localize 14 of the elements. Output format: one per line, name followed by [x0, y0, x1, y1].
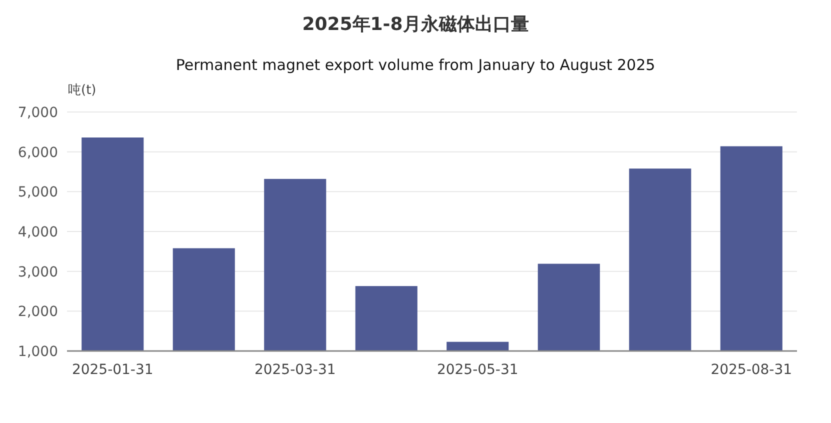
- y-tick-label: 2,000: [18, 304, 58, 320]
- y-tick-label: 6,000: [18, 144, 58, 161]
- x-tick-label: 2025-05-31: [436, 362, 518, 378]
- chart-title: 2025年1-8月永磁体出口量: [302, 14, 529, 35]
- x-tick-label: 2025-01-31: [72, 362, 154, 378]
- chart-subtitle: Permanent magnet export volume from January to August 2025: [176, 56, 656, 74]
- y-tick-label: 7,000: [18, 105, 58, 121]
- y-tick-label: 5,000: [18, 184, 58, 201]
- x-tick-label: 2025-03-31: [254, 362, 336, 378]
- y-axis-title: 吨(t): [68, 83, 96, 98]
- x-tick-label: 2025-08-31: [710, 362, 792, 378]
- y-tick-label: 1,000: [18, 344, 58, 360]
- y-tick-label: 4,000: [18, 224, 58, 240]
- y-tick-label: 3,000: [18, 264, 58, 280]
